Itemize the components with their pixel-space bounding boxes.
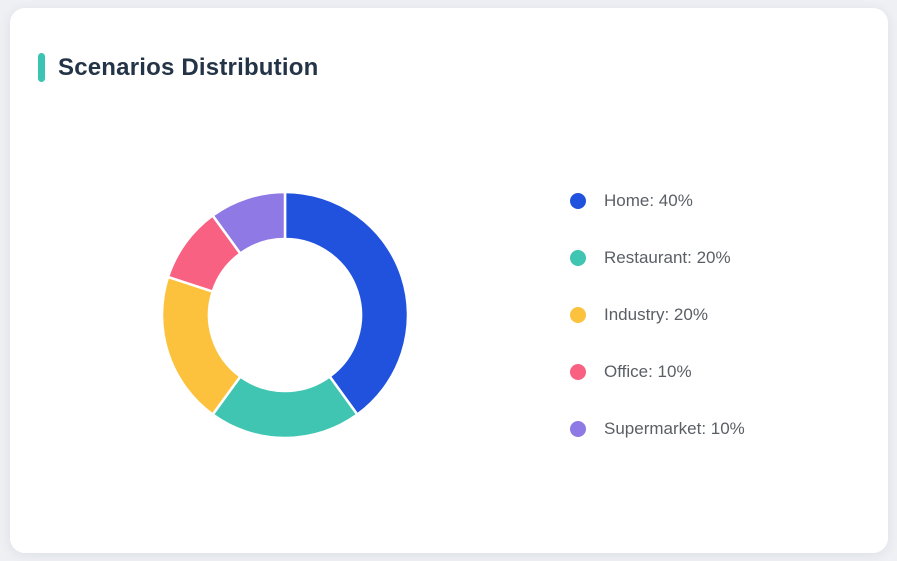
title-accent-bar	[38, 53, 45, 82]
legend-label-office: Office: 10%	[604, 362, 692, 381]
donut-chart-svg	[160, 190, 410, 440]
legend-dot-industry	[570, 307, 586, 323]
legend-dot-restaurant	[570, 250, 586, 266]
legend-item-office[interactable]: Office: 10%	[570, 360, 745, 384]
scenarios-distribution-card: Scenarios Distribution Home: 40% Restaura…	[10, 8, 888, 553]
legend-dot-home	[570, 193, 586, 209]
legend-item-supermarket[interactable]: Supermarket: 10%	[570, 417, 745, 441]
donut-segment-home[interactable]	[283, 190, 410, 416]
card-title: Scenarios Distribution	[58, 53, 319, 81]
card-header: Scenarios Distribution	[38, 53, 318, 82]
legend-dot-office	[570, 364, 586, 380]
legend-dot-supermarket	[570, 421, 586, 437]
donut-chart	[160, 190, 410, 440]
legend-label-supermarket: Supermarket: 10%	[604, 419, 745, 438]
legend-item-industry[interactable]: Industry: 20%	[570, 303, 745, 327]
legend-item-restaurant[interactable]: Restaurant: 20%	[570, 246, 745, 270]
legend-item-home[interactable]: Home: 40%	[570, 189, 745, 213]
legend-label-restaurant: Restaurant: 20%	[604, 248, 731, 267]
legend-label-industry: Industry: 20%	[604, 305, 708, 324]
donut-segment-industry[interactable]	[160, 275, 242, 416]
donut-segment-supermarket[interactable]	[211, 190, 287, 255]
legend-label-home: Home: 40%	[604, 191, 693, 210]
chart-legend: Home: 40% Restaurant: 20% Industry: 20% Off…	[570, 189, 745, 441]
